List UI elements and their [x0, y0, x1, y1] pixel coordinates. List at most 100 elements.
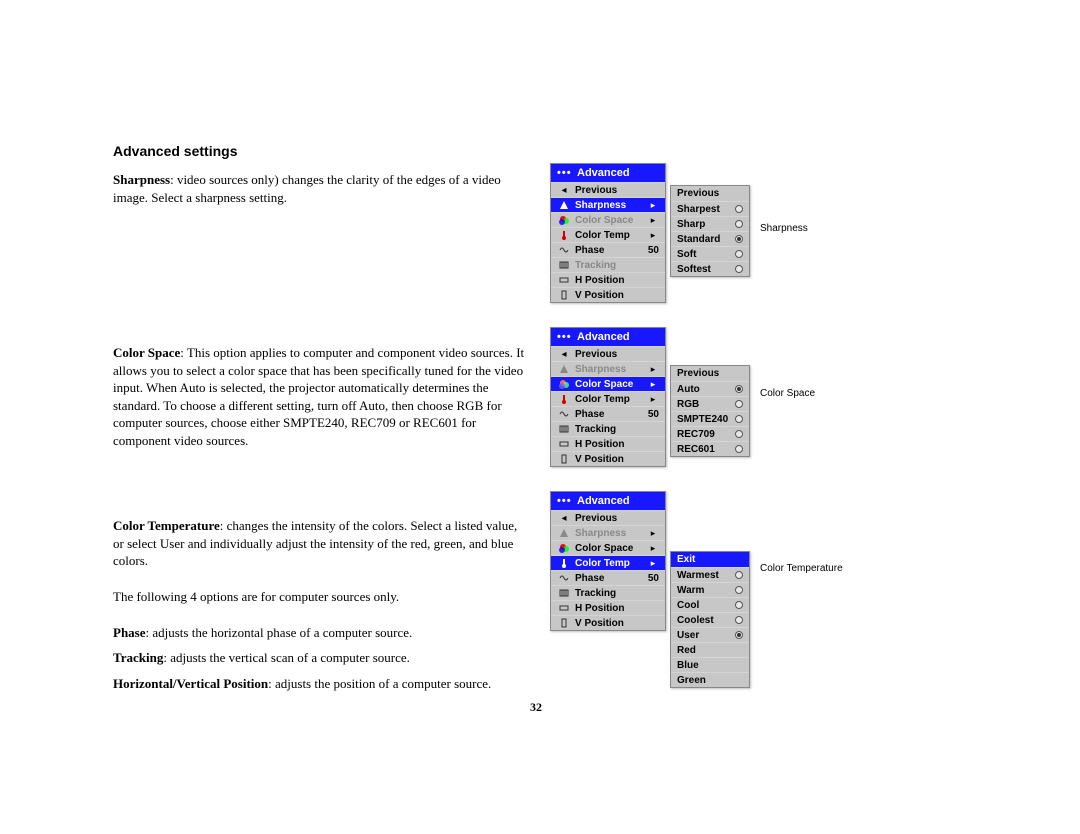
menu-item-colorspace[interactable]: Color Space ▸ — [551, 212, 665, 227]
arrow-left-icon: ◂ — [555, 513, 573, 524]
text-phase: : adjusts the horizontal phase of a comp… — [146, 625, 413, 640]
colorspace-icon — [555, 215, 573, 225]
caption-colortemp: Color Temperature — [760, 563, 843, 574]
menu-item-hpos[interactable]: H Position — [551, 600, 665, 615]
phase-icon — [555, 245, 573, 255]
page-number: 32 — [530, 700, 542, 715]
sub-item-user[interactable]: User — [671, 627, 749, 642]
sub-item-sharp[interactable]: Sharp — [671, 216, 749, 231]
sub-item-softest[interactable]: Softest — [671, 261, 749, 276]
arrow-right-icon: ▸ — [647, 528, 659, 539]
caption-colorspace: Color Space — [760, 388, 815, 399]
sub-item-rgb[interactable]: RGB — [671, 396, 749, 411]
osd-menu-1: ••• Advanced ◂ Previous Sharpness ▸ Colo… — [550, 163, 666, 303]
menu-item-previous[interactable]: ◂ Previous — [551, 510, 665, 525]
menu-item-vpos[interactable]: V Position — [551, 287, 665, 302]
text-tracking: : adjusts the vertical scan of a compute… — [163, 650, 410, 665]
sub-item-rec709[interactable]: REC709 — [671, 426, 749, 441]
vpos-icon — [555, 618, 573, 628]
osd-submenu-sharpness: Previous Sharpest Sharp Standard Soft So… — [670, 185, 750, 277]
tracking-icon — [555, 260, 573, 270]
sub-item-green[interactable]: Green — [671, 672, 749, 687]
menu-item-sharpness[interactable]: Sharpness ▸ — [551, 197, 665, 212]
phase-icon — [555, 573, 573, 583]
radio-icon — [735, 205, 743, 213]
sub-item-rec601[interactable]: REC601 — [671, 441, 749, 456]
colortemp-icon — [555, 558, 573, 568]
sub-item-exit[interactable]: Exit — [671, 552, 749, 567]
para-following4: The following 4 options are for computer… — [113, 588, 528, 606]
menu-item-phase[interactable]: Phase 50 — [551, 406, 665, 421]
sub-item-warmest[interactable]: Warmest — [671, 567, 749, 582]
bold-phase: Phase — [113, 625, 146, 640]
sub-item-red[interactable]: Red — [671, 642, 749, 657]
bold-colorspace: Color Space — [113, 345, 180, 360]
menu-item-colortemp[interactable]: Color Temp ▸ — [551, 555, 665, 570]
bold-colortemp: Color Temperature — [113, 518, 220, 533]
menu-item-sharpness[interactable]: Sharpness ▸ — [551, 361, 665, 376]
arrow-right-icon: ▸ — [647, 379, 659, 390]
sub-item-soft[interactable]: Soft — [671, 246, 749, 261]
menu-item-previous[interactable]: ◂ Previous — [551, 182, 665, 197]
menu-header: ••• Advanced — [551, 328, 665, 346]
radio-icon — [735, 250, 743, 258]
sharpness-icon — [555, 200, 573, 210]
sub-item-previous[interactable]: Previous — [671, 186, 749, 201]
sub-item-smpte240[interactable]: SMPTE240 — [671, 411, 749, 426]
menu-item-vpos[interactable]: V Position — [551, 451, 665, 466]
menu-header: ••• Advanced — [551, 164, 665, 182]
radio-icon — [735, 631, 743, 639]
colortemp-icon — [555, 394, 573, 404]
menu-item-sharpness[interactable]: Sharpness ▸ — [551, 525, 665, 540]
menu-item-colorspace[interactable]: Color Space ▸ — [551, 540, 665, 555]
sub-item-cool[interactable]: Cool — [671, 597, 749, 612]
menu-item-tracking[interactable]: Tracking — [551, 257, 665, 272]
menu-title: Advanced — [577, 495, 630, 507]
sub-item-previous[interactable]: Previous — [671, 366, 749, 381]
radio-icon — [735, 220, 743, 228]
bold-sharpness: Sharpness — [113, 172, 170, 187]
radio-icon — [735, 400, 743, 408]
menu-item-phase[interactable]: Phase 50 — [551, 570, 665, 585]
vpos-icon — [555, 290, 573, 300]
para-colorspace: Color Space: This option applies to comp… — [113, 344, 528, 449]
menu-item-phase[interactable]: Phase 50 — [551, 242, 665, 257]
radio-icon — [735, 385, 743, 393]
para-colortemp: Color Temperature: changes the intensity… — [113, 517, 528, 570]
menu-item-previous[interactable]: ◂ Previous — [551, 346, 665, 361]
para-tracking: Tracking: adjusts the vertical scan of a… — [113, 649, 528, 667]
menu-item-colortemp[interactable]: Color Temp ▸ — [551, 227, 665, 242]
radio-icon — [735, 415, 743, 423]
menu-dots-icon: ••• — [557, 495, 572, 507]
sub-item-sharpest[interactable]: Sharpest — [671, 201, 749, 216]
colorspace-icon — [555, 379, 573, 389]
sub-item-standard[interactable]: Standard — [671, 231, 749, 246]
tracking-icon — [555, 424, 573, 434]
hpos-icon — [555, 439, 573, 449]
menu-dots-icon: ••• — [557, 167, 572, 179]
para-hvpos: Horizontal/Vertical Position: adjusts th… — [113, 675, 528, 693]
arrow-right-icon: ▸ — [647, 394, 659, 405]
sub-item-coolest[interactable]: Coolest — [671, 612, 749, 627]
hpos-icon — [555, 603, 573, 613]
arrow-right-icon: ▸ — [647, 230, 659, 241]
sub-item-blue[interactable]: Blue — [671, 657, 749, 672]
menu-title: Advanced — [577, 167, 630, 179]
menu-item-colorspace[interactable]: Color Space ▸ — [551, 376, 665, 391]
menu-item-tracking[interactable]: Tracking — [551, 421, 665, 436]
para-phase: Phase: adjusts the horizontal phase of a… — [113, 624, 528, 642]
sub-item-warm[interactable]: Warm — [671, 582, 749, 597]
radio-icon — [735, 235, 743, 243]
menu-item-hpos[interactable]: H Position — [551, 272, 665, 287]
menu-item-hpos[interactable]: H Position — [551, 436, 665, 451]
bold-hvpos: Horizontal/Vertical Position — [113, 676, 268, 691]
sub-item-auto[interactable]: Auto — [671, 381, 749, 396]
colorspace-icon — [555, 543, 573, 553]
menu-item-colortemp[interactable]: Color Temp ▸ — [551, 391, 665, 406]
menu-dots-icon: ••• — [557, 331, 572, 343]
menu-item-vpos[interactable]: V Position — [551, 615, 665, 630]
arrow-left-icon: ◂ — [555, 349, 573, 360]
menu-item-tracking[interactable]: Tracking — [551, 585, 665, 600]
para-sharpness: Sharpness: video sources only) changes t… — [113, 171, 528, 206]
menu-header: ••• Advanced — [551, 492, 665, 510]
